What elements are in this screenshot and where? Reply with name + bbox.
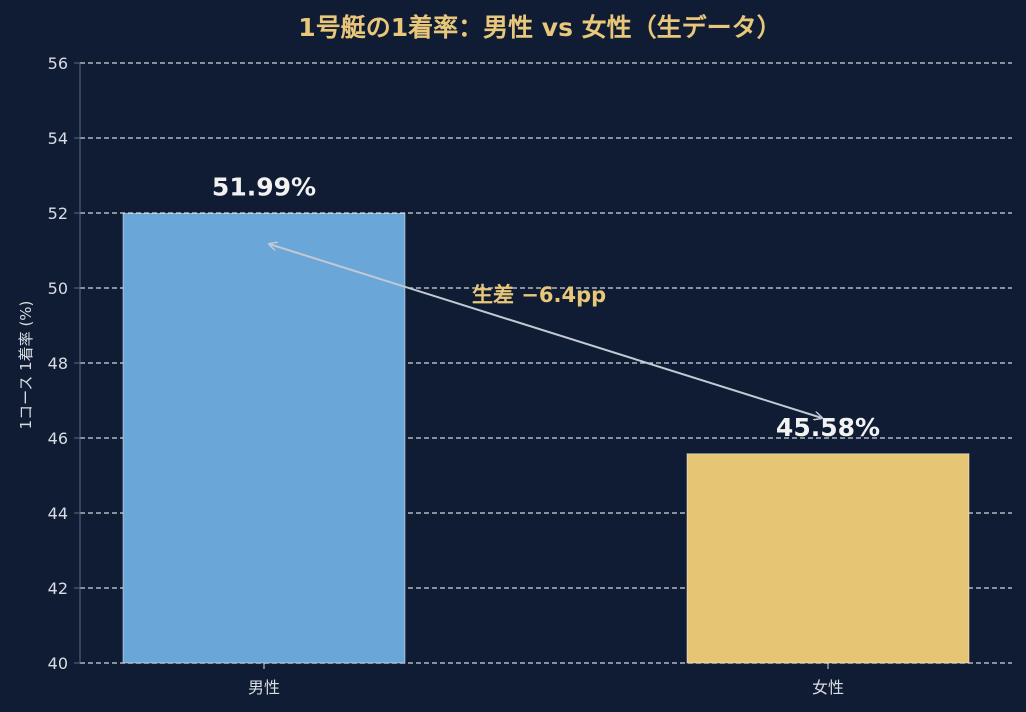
labels: 51.99% 45.58% [212,172,880,441]
y-axis-title: 1コース 1着率 (%) [17,301,35,430]
value-label-male: 51.99% [212,172,316,201]
y-tick-label: 42 [48,579,68,598]
value-label-female: 45.58% [776,413,880,442]
y-tick-label: 48 [48,354,68,373]
bar-male [122,212,406,664]
axes: 40 42 44 46 48 50 52 54 56 男性 女性 [48,54,844,697]
y-tick-label: 44 [48,504,68,523]
x-tick-label: 男性 [248,678,280,697]
difference-label: 生差 −6.4pp [472,283,606,307]
y-tick-label: 54 [48,129,68,148]
y-tick-label: 50 [48,279,68,298]
chart-title: 1号艇の1着率：男性 vs 女性（生データ） [298,13,781,42]
bar-female [686,453,970,664]
y-tick-label: 56 [48,54,68,73]
difference-arrow [269,244,822,418]
y-tick-label: 52 [48,204,68,223]
y-tick-label: 40 [48,654,68,673]
x-tick-label: 女性 [812,678,844,697]
annotation: 生差 −6.4pp [269,244,822,418]
y-tick-label: 46 [48,429,68,448]
